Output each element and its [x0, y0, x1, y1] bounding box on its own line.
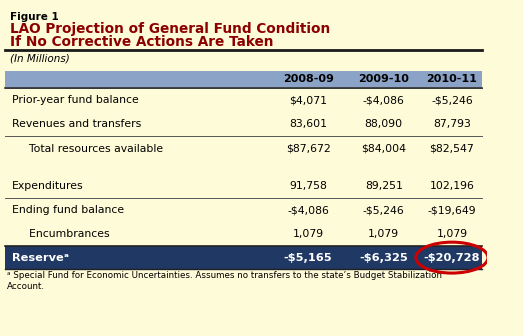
Text: Revenues and transfers: Revenues and transfers	[12, 119, 141, 129]
Text: 2009-10: 2009-10	[358, 74, 409, 84]
Text: 83,601: 83,601	[289, 119, 327, 129]
Text: -$6,325: -$6,325	[359, 253, 408, 263]
Text: -$5,246: -$5,246	[431, 95, 473, 105]
Text: 1,079: 1,079	[368, 229, 399, 239]
Text: 1,079: 1,079	[436, 229, 468, 239]
Text: 91,758: 91,758	[289, 181, 327, 191]
Text: $84,004: $84,004	[361, 143, 406, 154]
Text: Prior-year fund balance: Prior-year fund balance	[12, 95, 139, 105]
Text: -$4,086: -$4,086	[363, 95, 405, 105]
Text: -$4,086: -$4,086	[287, 205, 329, 215]
Text: Expenditures: Expenditures	[12, 181, 84, 191]
Text: -$20,728: -$20,728	[424, 253, 480, 263]
Text: (In Millions): (In Millions)	[10, 53, 70, 63]
Text: 102,196: 102,196	[429, 181, 474, 191]
Text: 2008-09: 2008-09	[283, 74, 334, 84]
Text: Reserveᵃ: Reserveᵃ	[12, 253, 69, 263]
Text: If No Corrective Actions Are Taken: If No Corrective Actions Are Taken	[10, 35, 273, 49]
Text: $82,547: $82,547	[429, 143, 474, 154]
Text: Total resources available: Total resources available	[22, 143, 163, 154]
Text: 2010-11: 2010-11	[426, 74, 477, 84]
Text: Figure 1: Figure 1	[10, 12, 59, 22]
Text: 89,251: 89,251	[365, 181, 403, 191]
FancyBboxPatch shape	[5, 71, 482, 88]
Text: 87,793: 87,793	[433, 119, 471, 129]
Text: Encumbrances: Encumbrances	[22, 229, 109, 239]
Text: -$5,165: -$5,165	[284, 253, 333, 263]
Text: $87,672: $87,672	[286, 143, 331, 154]
Text: Ending fund balance: Ending fund balance	[12, 205, 124, 215]
FancyBboxPatch shape	[5, 247, 482, 269]
Text: 1,079: 1,079	[293, 229, 324, 239]
Text: ᵃ Special Fund for Economic Uncertainties. Assumes no transfers to the state’s B: ᵃ Special Fund for Economic Uncertaintie…	[7, 271, 442, 291]
Text: LAO Projection of General Fund Condition: LAO Projection of General Fund Condition	[10, 22, 330, 36]
Text: -$19,649: -$19,649	[428, 205, 476, 215]
Text: $4,071: $4,071	[289, 95, 327, 105]
Text: 88,090: 88,090	[365, 119, 403, 129]
Text: -$5,246: -$5,246	[363, 205, 405, 215]
